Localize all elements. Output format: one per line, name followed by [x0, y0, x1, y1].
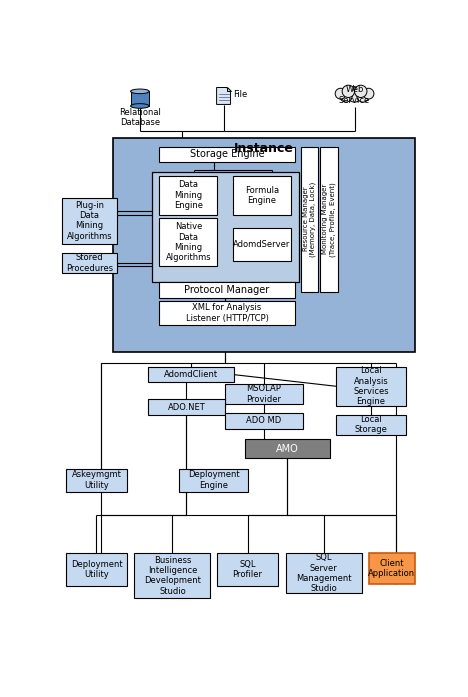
Text: Business
Intelligence
Development
Studio: Business Intelligence Development Studio	[144, 556, 201, 596]
Text: Relational
Database: Relational Database	[119, 107, 161, 127]
Text: Local
Storage: Local Storage	[354, 415, 387, 434]
Text: Monitoring Manager
(Trace, Profile, Event): Monitoring Manager (Trace, Profile, Even…	[322, 182, 336, 256]
FancyBboxPatch shape	[225, 413, 303, 429]
FancyBboxPatch shape	[217, 553, 278, 585]
FancyBboxPatch shape	[368, 553, 415, 584]
Text: Data
Mining
Engine: Data Mining Engine	[174, 181, 203, 210]
FancyBboxPatch shape	[336, 415, 406, 435]
Text: XML for Analysis
Listener (HTTP/TCP): XML for Analysis Listener (HTTP/TCP)	[186, 303, 269, 323]
FancyBboxPatch shape	[62, 253, 117, 273]
FancyBboxPatch shape	[233, 176, 291, 215]
Text: Web
Service: Web Service	[339, 86, 370, 105]
FancyBboxPatch shape	[244, 439, 330, 458]
FancyBboxPatch shape	[159, 282, 295, 298]
FancyBboxPatch shape	[233, 229, 291, 261]
Text: ADO.NET: ADO.NET	[168, 403, 205, 411]
Text: AdomdClient: AdomdClient	[164, 370, 218, 379]
FancyBboxPatch shape	[134, 553, 211, 598]
FancyBboxPatch shape	[147, 399, 225, 415]
Polygon shape	[217, 88, 231, 105]
FancyBboxPatch shape	[159, 218, 217, 266]
FancyBboxPatch shape	[179, 468, 249, 492]
FancyBboxPatch shape	[225, 384, 303, 404]
FancyBboxPatch shape	[159, 301, 295, 325]
FancyBboxPatch shape	[66, 553, 127, 585]
Text: Deployment
Engine: Deployment Engine	[188, 470, 239, 490]
Polygon shape	[227, 88, 231, 91]
Text: Instance: Instance	[234, 141, 294, 155]
FancyBboxPatch shape	[66, 468, 127, 492]
Circle shape	[342, 85, 355, 98]
Circle shape	[363, 89, 374, 99]
Text: Formula
Engine: Formula Engine	[245, 185, 279, 205]
Text: Native
Data
Mining
Algorithms: Native Data Mining Algorithms	[166, 222, 211, 262]
Text: Plug-in
Data
Mining
Algorithms: Plug-in Data Mining Algorithms	[66, 201, 112, 240]
FancyBboxPatch shape	[321, 147, 337, 291]
Text: ADO MD: ADO MD	[246, 416, 281, 425]
Text: AMO: AMO	[276, 443, 299, 454]
FancyBboxPatch shape	[147, 367, 234, 383]
Text: Deployment
Utility: Deployment Utility	[71, 560, 122, 579]
Text: Askeymgmt
Utility: Askeymgmt Utility	[72, 470, 121, 490]
Text: AdomdServer: AdomdServer	[233, 240, 291, 249]
Text: Resource Manager
(Memory, Data, Lock): Resource Manager (Memory, Data, Lock)	[303, 181, 316, 256]
Text: SQL
Server
Management
Studio: SQL Server Management Studio	[296, 553, 351, 593]
FancyBboxPatch shape	[301, 147, 318, 291]
Text: Client
Application: Client Application	[368, 559, 415, 579]
Circle shape	[340, 90, 352, 102]
Text: Stored
Procedures: Stored Procedures	[66, 253, 113, 273]
Circle shape	[347, 86, 362, 102]
FancyBboxPatch shape	[62, 198, 117, 244]
Circle shape	[355, 85, 367, 98]
Ellipse shape	[131, 89, 149, 93]
FancyBboxPatch shape	[152, 172, 299, 282]
FancyBboxPatch shape	[159, 176, 217, 215]
Text: MSOLAP
Provider: MSOLAP Provider	[246, 384, 281, 404]
Text: Local
Analysis
Services
Engine: Local Analysis Services Engine	[353, 366, 388, 406]
FancyBboxPatch shape	[131, 91, 149, 106]
FancyBboxPatch shape	[159, 147, 295, 162]
FancyBboxPatch shape	[113, 137, 415, 351]
Text: File: File	[233, 90, 247, 99]
Text: Protocol Manager: Protocol Manager	[184, 285, 270, 295]
Circle shape	[335, 89, 346, 99]
Ellipse shape	[131, 104, 149, 108]
Text: Storage Engine: Storage Engine	[190, 149, 264, 160]
FancyBboxPatch shape	[285, 553, 361, 593]
Circle shape	[357, 90, 369, 102]
FancyBboxPatch shape	[336, 367, 406, 406]
Text: SQL
Profiler: SQL Profiler	[233, 560, 263, 579]
